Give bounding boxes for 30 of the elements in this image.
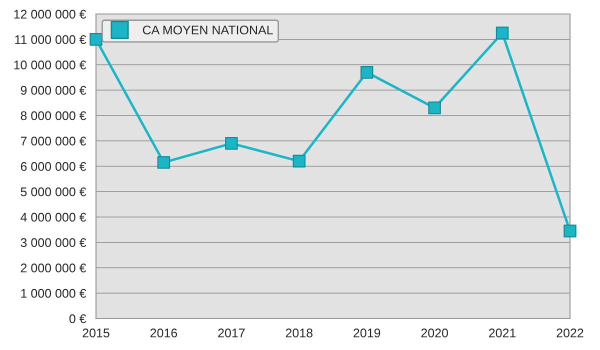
point [90,33,102,46]
y-tick-label: 1 000 000 € [21,288,86,298]
x-tick-label: 2018 [286,328,313,338]
y-tick-label: 7 000 000 € [20,136,86,146]
x-tick-label: 2020 [421,328,448,338]
legend-label: CA MOYEN NATIONAL [142,26,273,34]
point [428,102,441,114]
y-tick-label: 9 000 000 € [20,86,86,95]
point [292,154,306,168]
point [564,224,576,238]
x-tick-label: 2016 [150,328,178,338]
point [225,137,238,150]
y-tick-label: 11 000 000 € [15,35,86,44]
x-tick-label: 2017 [218,328,245,338]
y-tick-label: 0 € [69,314,86,324]
y-tick-label: 12 000 000 € [14,10,86,19]
x-tick-label: 2019 [354,328,380,338]
y-tick-label: 8 000 000 € [20,111,86,120]
x-tick-label: 2022 [556,328,584,338]
point [496,26,509,40]
x-tick-label: 2021 [489,328,516,338]
point [157,156,170,169]
y-tick-label: 4 000 000 € [20,212,86,222]
x-tick-label: 2015 [82,328,110,338]
point [360,66,374,79]
y-tick-label: 2 000 000 € [20,264,86,272]
y-tick-label: 6 000 000 € [20,162,86,171]
y-tick-label: 10 000 000 € [14,60,86,70]
y-tick-label: 5 000 000 € [20,187,86,196]
y-tick-label: 3 000 000 € [20,238,86,248]
